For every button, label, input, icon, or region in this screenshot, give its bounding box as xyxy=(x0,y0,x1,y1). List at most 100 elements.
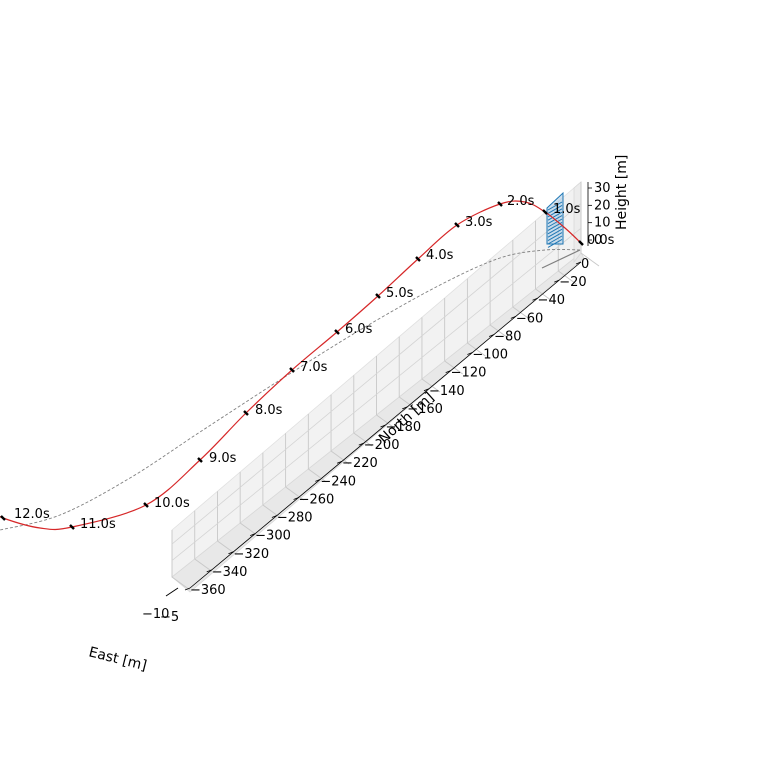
north-tick xyxy=(445,370,451,374)
height-axis-ticks: 0 10 20 30 xyxy=(587,181,611,248)
north-tick xyxy=(532,297,538,301)
floor-pane xyxy=(171,252,585,593)
height-axis-label: Height [m] xyxy=(614,155,630,230)
start-structure-stroke xyxy=(547,235,563,245)
start-structure-stroke xyxy=(547,211,563,221)
east-tick-label: −5 xyxy=(160,610,179,625)
time-marker xyxy=(69,524,75,530)
gridline xyxy=(421,378,441,393)
east-axis: −10 −5 xyxy=(142,587,179,625)
time-label: 10.0s xyxy=(154,496,190,511)
north-tick xyxy=(228,551,234,555)
axis-panes xyxy=(171,181,585,593)
gridline xyxy=(580,252,600,267)
gridlines xyxy=(171,182,600,591)
gridline xyxy=(330,450,350,465)
time-marker xyxy=(289,367,295,373)
gridline xyxy=(444,360,463,375)
north-tick xyxy=(184,587,191,591)
north-tick-label: −80 xyxy=(494,329,521,344)
time-marker xyxy=(542,209,548,215)
north-tick xyxy=(293,497,299,500)
time-label: 7.0s xyxy=(300,360,328,375)
north-tick xyxy=(358,442,364,446)
gridline xyxy=(489,324,509,339)
time-label: 12.0s xyxy=(14,507,50,522)
gridline xyxy=(398,396,418,411)
gridline xyxy=(171,576,191,591)
north-tick xyxy=(554,279,560,283)
gridline xyxy=(512,306,532,321)
north-axis-ticks: 0 −20 −40 −60 −80 −100 −120 −140 −160 −180 −200 −22… xyxy=(184,257,589,598)
gridline xyxy=(558,270,577,285)
time-label: 11.0s xyxy=(80,517,116,532)
east-tick-label: −10 xyxy=(142,607,169,622)
north-tick-label: −120 xyxy=(451,366,487,381)
time-label: 0.0s xyxy=(587,233,615,248)
trajectory-line xyxy=(0,200,582,531)
east-axis-line xyxy=(165,587,179,597)
start-structure-base xyxy=(541,249,581,269)
time-marker xyxy=(578,240,584,246)
time-markers: 0.0s 1.0s 2.0s 3.0s 4.0s 5.0s 6.0s 7.0s 8.0s 9.0s… xyxy=(0,194,615,532)
north-tick xyxy=(271,515,278,518)
north-tick-label: −240 xyxy=(320,474,356,489)
gridline xyxy=(308,468,327,483)
north-tick-label: −320 xyxy=(233,547,269,562)
start-structure-stroke xyxy=(547,201,563,211)
time-marker xyxy=(0,515,6,521)
gridline xyxy=(376,414,395,429)
north-tick-label: −280 xyxy=(277,511,313,526)
time-marker xyxy=(143,502,149,508)
gridline xyxy=(171,227,582,561)
north-tick xyxy=(336,460,343,464)
gridline xyxy=(194,558,213,573)
north-tick-label: −180 xyxy=(386,420,422,435)
north-tick-label: −160 xyxy=(407,402,443,417)
time-label: 4.0s xyxy=(426,248,454,263)
north-tick-label: −260 xyxy=(299,492,335,507)
ground-projection-line xyxy=(0,248,581,531)
north-tick xyxy=(206,569,212,573)
north-tick-label: −300 xyxy=(255,529,291,544)
north-tick xyxy=(510,315,516,319)
north-tick-label: −100 xyxy=(472,348,508,363)
gridline xyxy=(535,288,554,303)
north-tick-label: −20 xyxy=(559,275,586,290)
time-label: 3.0s xyxy=(465,215,493,230)
height-tick-label: 0 xyxy=(594,233,602,248)
start-structure-stroke xyxy=(547,218,563,228)
start-structure-stroke xyxy=(547,238,563,248)
north-tick xyxy=(488,334,495,337)
time-label: 5.0s xyxy=(386,286,414,301)
time-label: 9.0s xyxy=(209,451,237,466)
time-marker xyxy=(197,457,203,463)
north-tick-label: 0 xyxy=(581,257,589,272)
north-tick-label: −40 xyxy=(538,293,565,308)
start-structure-stroke xyxy=(547,225,563,235)
gridline xyxy=(262,504,282,519)
time-marker xyxy=(375,293,381,299)
time-marker xyxy=(334,329,340,335)
gridline xyxy=(353,432,373,447)
north-tick-label: −220 xyxy=(342,456,378,471)
height-tick-label: 30 xyxy=(594,181,611,196)
north-tick-label: −60 xyxy=(516,311,543,326)
time-marker xyxy=(497,201,503,207)
time-marker xyxy=(454,222,460,228)
time-label: 1.0s xyxy=(553,202,581,217)
north-tick xyxy=(402,406,408,410)
north-tick-label: −360 xyxy=(190,583,226,598)
height-tick-label: 10 xyxy=(594,216,611,231)
north-tick-label: −340 xyxy=(212,565,248,580)
start-structure-stroke xyxy=(547,232,563,242)
gridline xyxy=(285,486,304,501)
north-tick xyxy=(467,352,473,355)
north-tick xyxy=(250,533,256,537)
time-marker xyxy=(415,256,421,262)
height-tick-label: 20 xyxy=(594,198,611,213)
time-label: 6.0s xyxy=(345,322,373,337)
north-tick-label: −200 xyxy=(364,438,400,453)
start-structure-stroke xyxy=(547,204,563,214)
